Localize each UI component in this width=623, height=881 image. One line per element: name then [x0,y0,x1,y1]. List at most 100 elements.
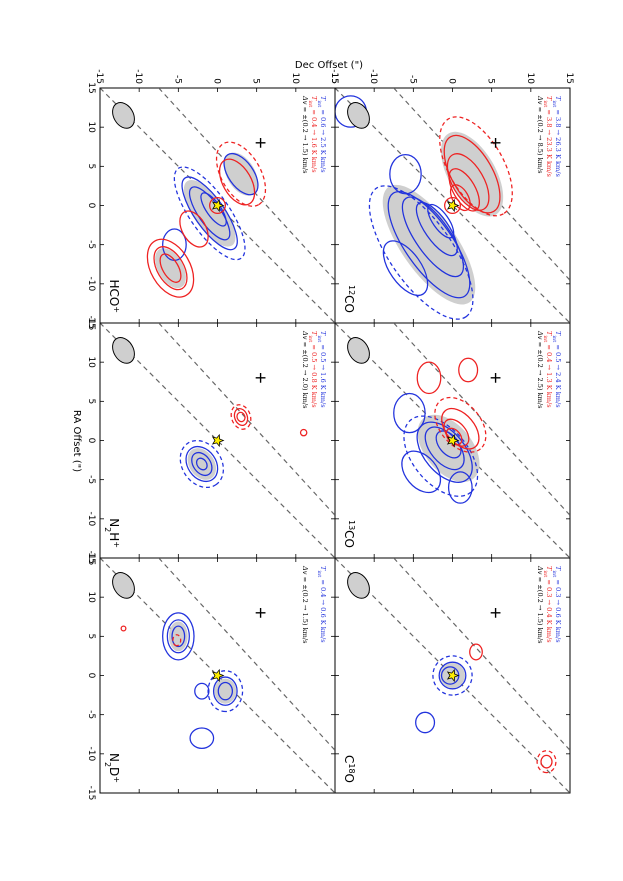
beam-ellipse [347,102,370,129]
integration-range-label: Tint = 0.6 → 2.5 K km/s [316,96,327,173]
blue-contour [173,166,246,261]
blue-contour [415,201,458,257]
outflow-cone-line [334,88,570,324]
blue-contour [171,625,186,648]
blue-contour [438,661,467,690]
beam-ellipse [112,572,135,599]
outflow-cone-line [393,558,570,794]
blue-contour [427,203,455,239]
blue-contour [217,681,234,701]
dec-tick-label: -15 [329,69,339,84]
blue-contour [389,153,422,195]
cross-marker [490,137,501,148]
red-contour [209,197,226,214]
dec-tick-label: 10 [525,73,535,85]
red-contour [434,396,487,453]
beam-ellipse [347,572,370,599]
integration-range-label: Tint = 0.4 → 1.3 K km/s [542,331,553,408]
integration-range-label: Δv = ±(0.2 → 1.5) km/s [301,565,309,644]
beam-ellipse [112,337,135,364]
blue-contour [191,451,213,477]
blue-contour [166,619,190,654]
ra-tick-label: 15 [86,317,96,328]
molecule-label: 12CO [342,285,357,313]
continuum-shade [224,152,258,196]
outflow-cone-line [158,323,335,559]
dec-tick-label: -5 [172,75,182,84]
ra-tick-label: 5 [86,633,96,639]
blue-contour [415,711,436,734]
blue-contour [195,457,208,471]
ra-tick-label: 10 [86,591,96,603]
dec-tick-label: 10 [290,73,300,85]
red-contour [446,153,490,211]
ra-tick-label: -5 [86,475,96,484]
blue-contour [401,196,464,278]
red-contour [445,427,463,446]
ra-tick-label: 10 [86,121,96,133]
red-contour [536,750,557,774]
beam-ellipse [347,337,370,364]
outflow-cone-line [99,558,335,794]
cross-marker [255,372,266,383]
blue-contour [185,445,219,483]
protostar-star-icon [211,668,225,683]
integration-range-label: Tint = 0.3 → 0.6 K km/s [551,566,562,643]
integration-range-label: Tint = 3.8 → 26.3 K km/s [551,96,562,177]
molecule-label: HCO+ [107,279,122,313]
dec-tick-label: 5 [251,78,261,84]
red-contour [120,625,127,632]
blue-contour [393,392,426,434]
dec-tick-label: 15 [564,73,574,84]
blue-contour [212,676,238,706]
ra-tick-label: -15 [86,551,96,566]
ra-tick-label: -5 [86,240,96,249]
molecule-label: 13CO [342,520,357,548]
red-contour [218,158,256,206]
protostar-star-icon [446,433,460,448]
ra-tick-label: 0 [86,438,96,444]
continuum-shade [440,131,504,217]
protostar-star-icon [446,198,460,213]
panel-n2dp: N2D+ Tint = 0.4 → 0.6 K km/s Δv = ±(0.2 → … [86,552,336,801]
cross-marker [255,137,266,148]
dec-tick-label: -5 [407,75,417,84]
red-contour [299,428,308,437]
red-contour [146,238,195,298]
integration-range-label: Tint = 0.3 → 0.4 K km/s [542,566,553,643]
continuum-shade [382,184,476,305]
red-contour [458,357,479,383]
dec-tick-label: 0 [447,78,457,84]
ra-tick-label: -5 [86,710,96,719]
integration-range-label: Δv = ±(0.2 → 2.5) km/s [536,330,544,409]
outflow-cone-line [158,558,335,794]
dec-tick-label: 0 [212,78,222,84]
red-contour [469,643,483,661]
blue-contour [401,450,442,494]
blue-contour [435,430,462,459]
blue-contour [447,471,473,504]
dec-tick-label: 15 [329,73,339,84]
outflow-cone-line [334,558,570,794]
continuum-shade [417,414,480,482]
red-contour [159,253,182,283]
red-contour [153,246,188,291]
integration-range-label: Tint = 0.5 → 0.8 K km/s [307,331,318,408]
protostar-star-icon [211,433,225,448]
dec-tick-label: -10 [133,69,143,84]
red-contour [172,634,182,647]
ra-tick-label: -15 [86,316,96,331]
ra-tick-label: -15 [86,786,96,801]
cross-marker [490,607,501,618]
blue-contour [162,612,195,661]
red-contour [236,411,246,423]
outflow-cone-line [334,323,570,559]
ra-tick-label: -10 [86,511,96,526]
red-contour [233,407,249,427]
protostar-star-icon [211,198,225,213]
red-contour [439,116,513,217]
beam-ellipse [112,102,135,129]
